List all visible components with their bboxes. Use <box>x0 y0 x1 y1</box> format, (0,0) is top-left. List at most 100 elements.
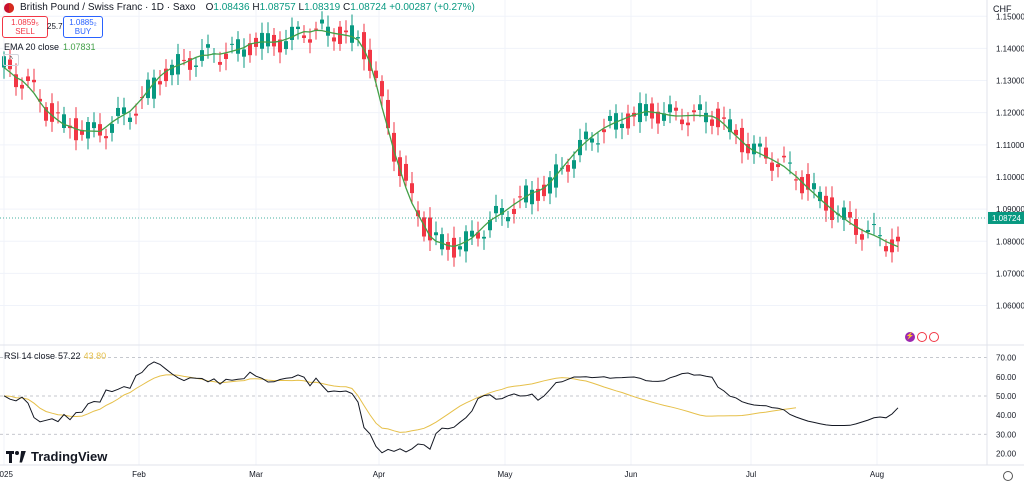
candle-body <box>194 65 198 67</box>
candle-body <box>638 103 642 123</box>
candle-body <box>722 117 726 119</box>
candle-body <box>398 157 402 177</box>
ema-legend[interactable]: EMA 20 close 1.07831 <box>4 42 96 52</box>
candle-body <box>224 53 228 60</box>
candle-body <box>380 81 384 97</box>
candle-body <box>512 208 516 214</box>
rsi-line <box>3 361 899 454</box>
candle-body <box>596 143 600 145</box>
candle-body <box>2 56 6 68</box>
high-value: 1.08757 <box>259 2 296 13</box>
candle-body <box>476 232 480 239</box>
candle-body <box>8 59 12 70</box>
candle-body <box>164 68 168 82</box>
price-tick-label: 1.14000 <box>996 44 1024 53</box>
candle-body <box>506 217 510 222</box>
candle-body <box>884 246 888 252</box>
candle-body <box>332 37 336 42</box>
candle-body <box>428 217 432 241</box>
ohlc-readout: O1.08436 H1.08757 L1.08319 C1.08724 +0.0… <box>205 2 475 13</box>
candle-body <box>308 39 312 43</box>
candle-body <box>86 122 90 139</box>
candle-body <box>824 195 828 211</box>
tradingview-logo[interactable]: TradingView <box>6 449 107 464</box>
buy-price: 1.0885₂ <box>69 18 97 27</box>
candle-body <box>110 123 114 133</box>
candle-body <box>890 239 894 253</box>
candle-body <box>878 235 882 237</box>
candle-body <box>698 104 702 110</box>
candle-body <box>818 191 822 202</box>
candle-body <box>776 164 780 168</box>
event-icon-flag[interactable] <box>929 332 939 342</box>
time-tick-label: Feb <box>132 470 146 479</box>
candle-body <box>692 110 696 113</box>
event-icon-flag[interactable] <box>917 332 927 342</box>
candle-body <box>620 123 624 129</box>
time-tick-label: May <box>497 470 512 479</box>
price-tick-label: 1.06000 <box>996 302 1024 311</box>
change-value: +0.00287 (+0.27%) <box>389 2 475 13</box>
time-tick-label: Apr <box>373 470 386 479</box>
candle-body <box>764 147 768 159</box>
candle-body <box>314 28 318 30</box>
candle-body <box>368 49 372 71</box>
candle-body <box>206 44 210 48</box>
spread-value: 25.7 <box>47 22 63 31</box>
candle-body <box>704 112 708 123</box>
candle-body <box>872 224 876 226</box>
candle-body <box>344 30 348 33</box>
time-tick-label: Jun <box>625 470 638 479</box>
candle-body <box>530 189 534 205</box>
currency-label[interactable]: CHF <box>993 4 1012 14</box>
candle-body <box>656 111 660 124</box>
candle-body <box>590 138 594 143</box>
candle-body <box>674 107 678 111</box>
candle-body <box>614 113 618 130</box>
candle-body <box>518 196 522 198</box>
candle-body <box>20 84 24 89</box>
candle-body <box>812 183 816 190</box>
candle-body <box>680 119 684 125</box>
candle-body <box>572 160 576 169</box>
candle-body <box>260 32 264 49</box>
last-price-label: 1.08724 <box>992 214 1021 223</box>
candle-body <box>410 183 414 194</box>
symbol-title[interactable]: British Pound / Swiss Franc · 1D · Saxo <box>20 2 196 13</box>
candle-body <box>458 246 462 250</box>
rsi-tick-label: 20.00 <box>996 449 1017 458</box>
candle-body <box>500 208 504 215</box>
candle-body <box>782 155 786 158</box>
candle-body <box>734 129 738 136</box>
grid <box>0 0 987 465</box>
price-tick-label: 1.08000 <box>996 237 1024 246</box>
event-icon-lightning[interactable]: ⚡ <box>905 332 915 342</box>
sell-button[interactable]: 1.0859₅ SELL <box>2 16 48 38</box>
rsi-tick-label: 40.00 <box>996 411 1017 420</box>
price-tick-label: 1.11000 <box>996 141 1024 150</box>
candle-body <box>710 119 714 126</box>
candle-body <box>230 43 234 45</box>
candle-body <box>146 79 150 99</box>
collapse-chevron-icon[interactable]: ^ <box>3 54 19 66</box>
candle-body <box>302 35 306 38</box>
rsi-tick-label: 50.00 <box>996 392 1017 401</box>
candle-body <box>716 108 720 128</box>
rsi-tick-label: 70.00 <box>996 354 1017 363</box>
settings-gear-icon[interactable] <box>1003 471 1013 481</box>
sell-label: SELL <box>15 27 35 36</box>
price-tick-label: 1.09000 <box>996 205 1024 214</box>
candle-body <box>860 234 864 240</box>
candle-body <box>488 220 492 231</box>
rsi-legend[interactable]: RSI 14 close 57.22 43.80 <box>4 351 106 361</box>
candle-body <box>542 184 546 197</box>
candle-body <box>644 104 648 116</box>
buy-button[interactable]: 1.0885₂ BUY <box>63 16 103 38</box>
candle-body <box>320 19 324 24</box>
gb-ch-flag-icon <box>4 2 14 13</box>
ema-legend-label: EMA 20 close <box>4 42 60 52</box>
price-tick-label: 1.13000 <box>996 77 1024 86</box>
candle-body <box>728 119 732 133</box>
